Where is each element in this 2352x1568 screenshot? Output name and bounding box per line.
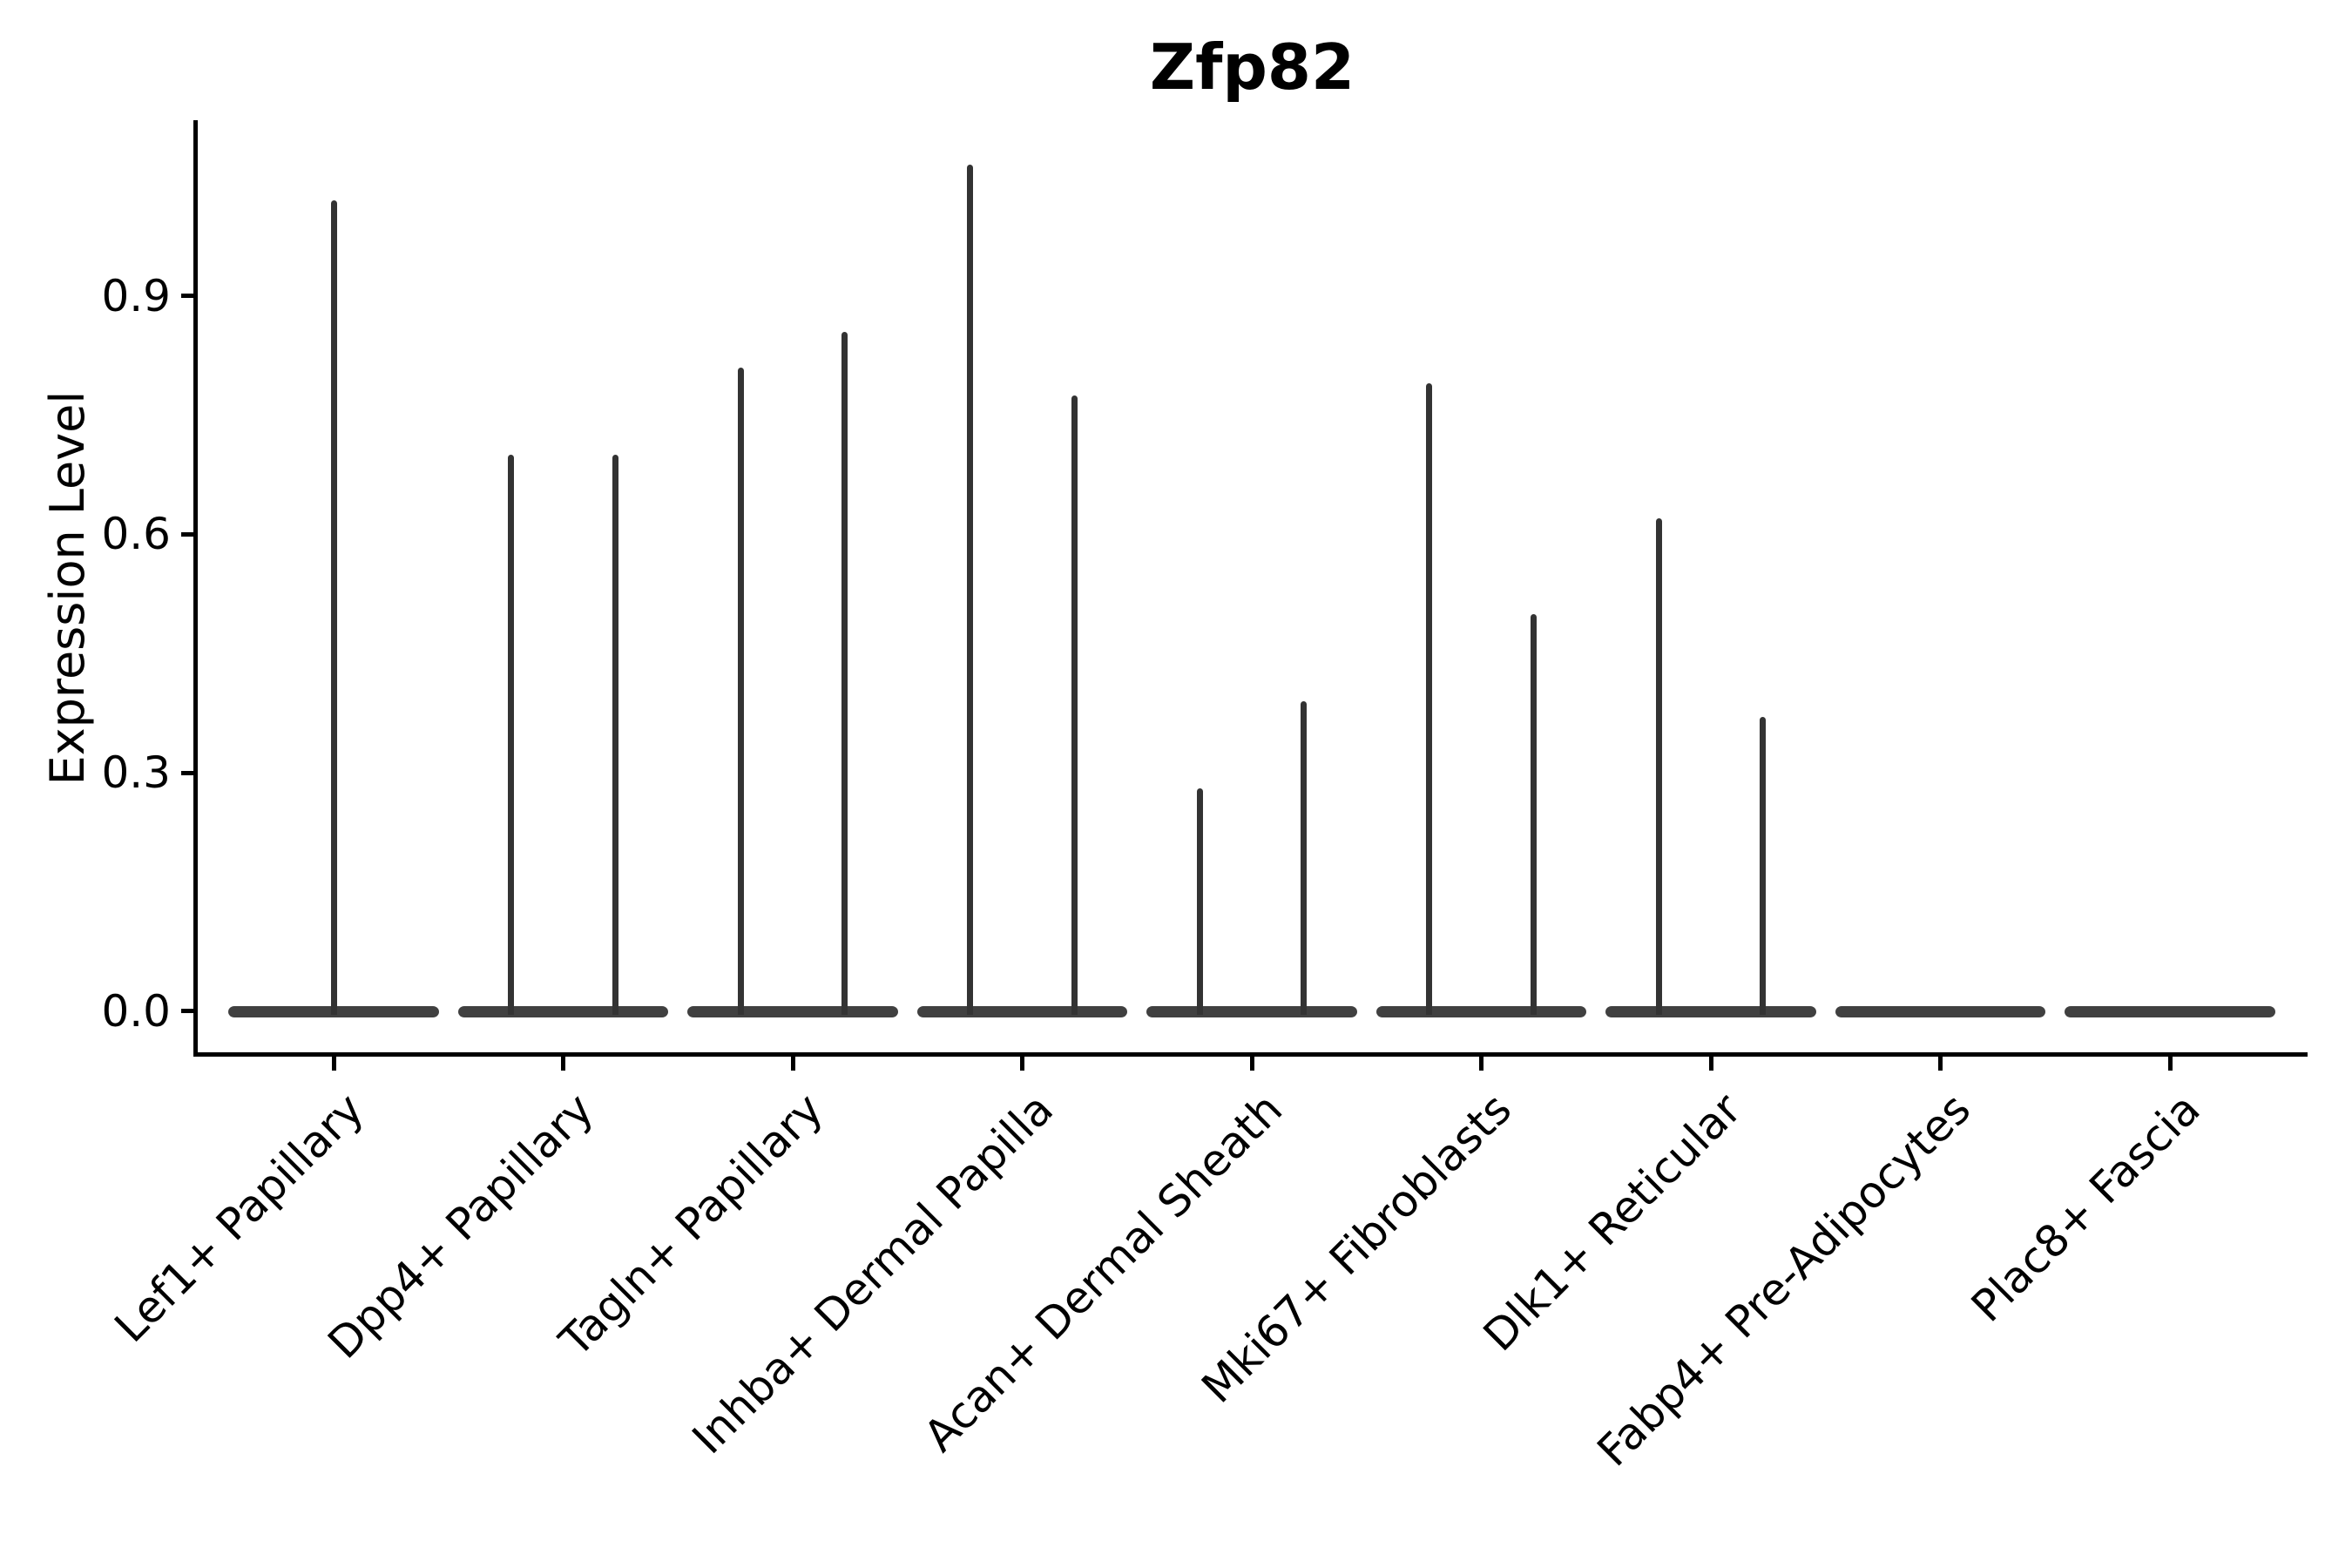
x-tick-mark	[1938, 1057, 1943, 1071]
violin-base	[687, 1005, 898, 1017]
violin-spike	[1196, 788, 1203, 1015]
x-tick-mark	[561, 1057, 565, 1071]
violin-base	[1605, 1005, 1816, 1017]
y-tick-label: 0.0	[101, 985, 171, 1037]
x-tick-label: Lef1+ Papillary	[105, 1084, 375, 1353]
violin-base	[1835, 1005, 2046, 1017]
x-axis-spine	[193, 1052, 2308, 1057]
violin-spike	[1530, 613, 1537, 1015]
violin-base	[457, 1005, 669, 1017]
y-tick-label: 0.3	[101, 747, 171, 799]
x-tick-label: Plac8+ Fascia	[1962, 1084, 2211, 1332]
x-tick-mark	[1708, 1057, 1713, 1071]
violin-spike	[1071, 395, 1078, 1015]
violin-base	[916, 1005, 1128, 1017]
violin-spike	[1760, 717, 1767, 1015]
x-tick-mark	[331, 1057, 336, 1071]
x-tick-mark	[1479, 1057, 1484, 1071]
y-tick-label: 0.6	[101, 509, 171, 560]
chart-title: Zfp82	[1149, 30, 1355, 104]
violin-base	[1146, 1005, 1357, 1017]
x-tick-label: Fabp4+ Pre-Adipocytes	[1588, 1084, 1981, 1477]
violin-spike	[841, 331, 848, 1015]
x-tick-mark	[1020, 1057, 1024, 1071]
y-tick-mark	[181, 294, 193, 299]
violin-spike	[1426, 383, 1433, 1015]
violin-spike	[330, 200, 337, 1015]
y-axis-label: Expression Level	[40, 390, 95, 786]
violin-spike	[967, 165, 974, 1015]
x-tick-mark	[2167, 1057, 2173, 1071]
y-axis-spine	[193, 120, 198, 1057]
violin-spike	[612, 455, 618, 1015]
violin-base	[2065, 1005, 2275, 1017]
violin-spike	[1655, 518, 1662, 1015]
violin-spike	[737, 367, 744, 1015]
y-tick-mark	[181, 1009, 193, 1014]
y-tick-label: 0.9	[101, 270, 171, 321]
x-tick-mark	[1249, 1057, 1254, 1071]
violin-spike	[508, 455, 515, 1015]
x-tick-mark	[790, 1057, 795, 1071]
y-tick-mark	[181, 531, 193, 537]
violin-spike	[1301, 700, 1308, 1015]
y-tick-mark	[181, 770, 193, 775]
violin-base	[1375, 1005, 1587, 1017]
